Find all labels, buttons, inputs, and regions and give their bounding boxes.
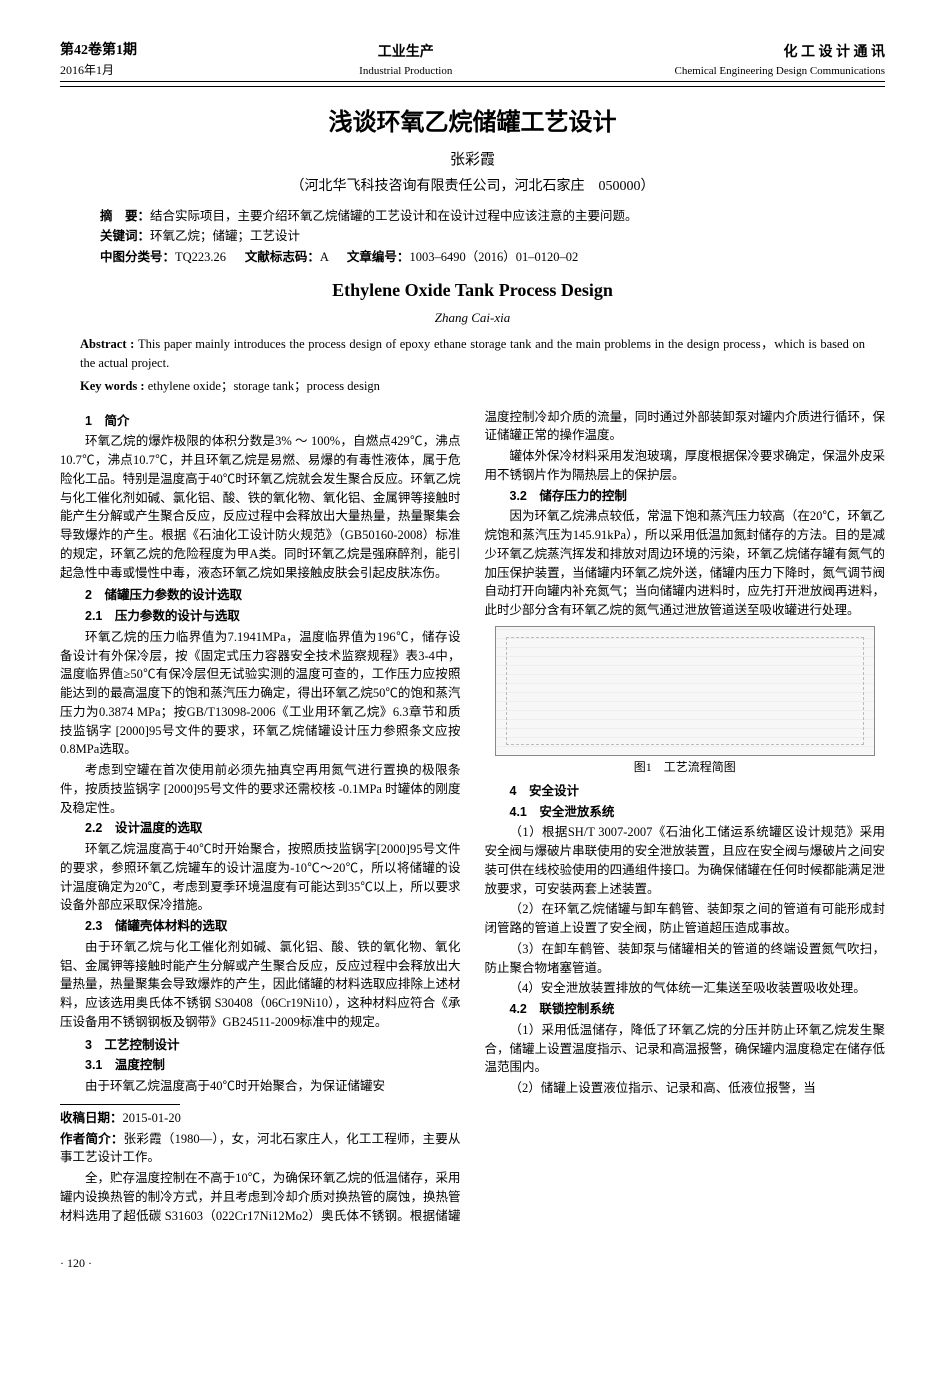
section-3-heading: 3 工艺控制设计 — [60, 1036, 461, 1055]
section-4-1-heading: 4.1 安全泄放系统 — [485, 803, 886, 822]
body-paragraph: （4）安全泄放装置排放的气体统一汇集送至吸收装置吸收处理。 — [485, 979, 886, 998]
body-paragraph: （1）根据SH/T 3007-2007《石油化工储运系统罐区设计规范》采用安全阀… — [485, 823, 886, 898]
body-paragraph: 考虑到空罐在首次使用前必须先抽真空再用氮气进行置换的极限条件，按质技监锅字 [2… — [60, 761, 461, 817]
abstract-text-zh: 结合实际项目，主要介绍环氧乙烷储罐的工艺设计和在设计过程中应该注意的主要问题。 — [150, 209, 638, 223]
body-paragraph: 由于环氧乙烷温度高于40℃时开始聚合，为保证储罐安 — [60, 1077, 461, 1096]
figure-1: 图1 工艺流程简图 — [485, 626, 886, 776]
body-paragraph: 环氧乙烷的压力临界值为7.1941MPa，温度临界值为196℃，储存设备设计有外… — [60, 628, 461, 759]
body-paragraph: 罐体外保冷材料采用发泡玻璃，厚度根据保冷要求确定，保温外皮采用不锈钢片作为隔热层… — [485, 447, 886, 485]
clc-number: TQ223.26 — [175, 250, 226, 264]
section-2-2-heading: 2.2 设计温度的选取 — [60, 819, 461, 838]
affiliation-zh: （河北华飞科技咨询有限责任公司，河北石家庄 050000） — [60, 176, 885, 197]
journal-section-en: Industrial Production — [359, 63, 452, 80]
keywords-label-en: Key words : — [80, 379, 148, 393]
footnote-rule — [60, 1104, 180, 1105]
received-label: 收稿日期： — [60, 1111, 123, 1125]
author-bio-label: 作者简介： — [60, 1132, 124, 1146]
section-4-heading: 4 安全设计 — [485, 782, 886, 801]
section-3-2-heading: 3.2 储存压力的控制 — [485, 487, 886, 506]
abstract-en: Abstract : This paper mainly introduces … — [80, 335, 865, 373]
section-1-heading: 1 简介 — [60, 412, 461, 431]
keywords-en: Key words : ethylene oxide；storage tank；… — [80, 377, 865, 396]
body-paragraph: 因为环氧乙烷沸点较低，常温下饱和蒸汽压力较高（在20℃，环氧乙烷饱和蒸汽压为14… — [485, 507, 886, 620]
header-rule — [60, 86, 885, 87]
keywords-label-zh: 关键词： — [100, 229, 150, 243]
abstract-label-zh: 摘 要： — [100, 209, 150, 223]
section-4-2-heading: 4.2 联锁控制系统 — [485, 1000, 886, 1019]
article-no-label: 文章编号： — [347, 250, 410, 264]
keywords-text-zh: 环氧乙烷；储罐；工艺设计 — [150, 229, 300, 243]
doc-code-label: 文献标志码： — [245, 250, 320, 264]
classification-line: 中图分类号：TQ223.26 文献标志码：A 文章编号：1003–6490（20… — [100, 248, 845, 267]
journal-name-en: Chemical Engineering Design Communicatio… — [675, 63, 886, 80]
body-paragraph: 由于环氧乙烷与化工催化剂如碱、氯化铝、酸、铁的氧化物、氧化铝、金属钾等接触时能产… — [60, 938, 461, 1032]
page-number: · 120 · — [60, 1254, 885, 1272]
issue-vol: 第42卷第1期 — [60, 40, 137, 61]
abstract-text-en: This paper mainly introduces the process… — [80, 337, 865, 370]
author-en: Zhang Cai-xia — [60, 308, 885, 328]
article-title-en: Ethylene Oxide Tank Process Design — [60, 277, 885, 304]
journal-section-zh: 工业生产 — [359, 42, 452, 63]
footnote-block: 收稿日期：2015-01-20 作者简介：张彩霞（1980—），女，河北石家庄人… — [60, 1104, 461, 1167]
body-paragraph: （2）在环氧乙烷储罐与卸车鹤管、装卸泵之间的管道有可能形成封闭管路的管道上设置了… — [485, 900, 886, 938]
section-2-1-heading: 2.1 压力参数的设计与选取 — [60, 607, 461, 626]
issue-date: 2016年1月 — [60, 61, 137, 79]
figure-1-diagram — [495, 626, 876, 756]
author-zh: 张彩霞 — [60, 149, 885, 172]
body-paragraph: 环氧乙烷温度高于40℃时开始聚合，按照质技监锅字[2000]95号文件的要求，参… — [60, 840, 461, 915]
body-columns: 1 简介 环氧乙烷的爆炸极限的体积分数是3% ～ 100%，自燃点429℃，沸点… — [60, 408, 885, 1248]
article-title-zh: 浅谈环氧乙烷储罐工艺设计 — [60, 105, 885, 141]
running-head: 第42卷第1期 2016年1月 工业生产 Industrial Producti… — [60, 40, 885, 82]
abstract-label-en: Abstract : — [80, 337, 138, 351]
keywords-text-en: ethylene oxide；storage tank；process desi… — [148, 379, 380, 393]
figure-1-caption: 图1 工艺流程简图 — [485, 758, 886, 776]
received-date: 2015-01-20 — [123, 1111, 181, 1125]
body-paragraph: 环氧乙烷的爆炸极限的体积分数是3% ～ 100%，自燃点429℃，沸点10.7℃… — [60, 432, 461, 582]
section-2-3-heading: 2.3 储罐壳体材料的选取 — [60, 917, 461, 936]
body-paragraph: （1）采用低温储存，降低了环氧乙烷的分压并防止环氧乙烷发生聚合，储罐上设置温度指… — [485, 1021, 886, 1077]
section-2-heading: 2 储罐压力参数的设计选取 — [60, 586, 461, 605]
article-no: 1003–6490（2016）01–0120–02 — [409, 250, 578, 264]
keywords-zh: 关键词：环氧乙烷；储罐；工艺设计 — [100, 227, 845, 246]
section-3-1-heading: 3.1 温度控制 — [60, 1056, 461, 1075]
body-paragraph: （2）储罐上设置液位指示、记录和高、低液位报警，当 — [485, 1079, 886, 1098]
doc-code: A — [320, 250, 328, 264]
body-paragraph: （3）在卸车鹤管、装卸泵与储罐相关的管道的终端设置氮气吹扫，防止聚合物堵塞管道。 — [485, 940, 886, 978]
journal-name-zh: 化 工 设 计 通 讯 — [675, 42, 886, 63]
abstract-zh: 摘 要：结合实际项目，主要介绍环氧乙烷储罐的工艺设计和在设计过程中应该注意的主要… — [100, 207, 845, 226]
clc-label: 中图分类号： — [100, 250, 175, 264]
